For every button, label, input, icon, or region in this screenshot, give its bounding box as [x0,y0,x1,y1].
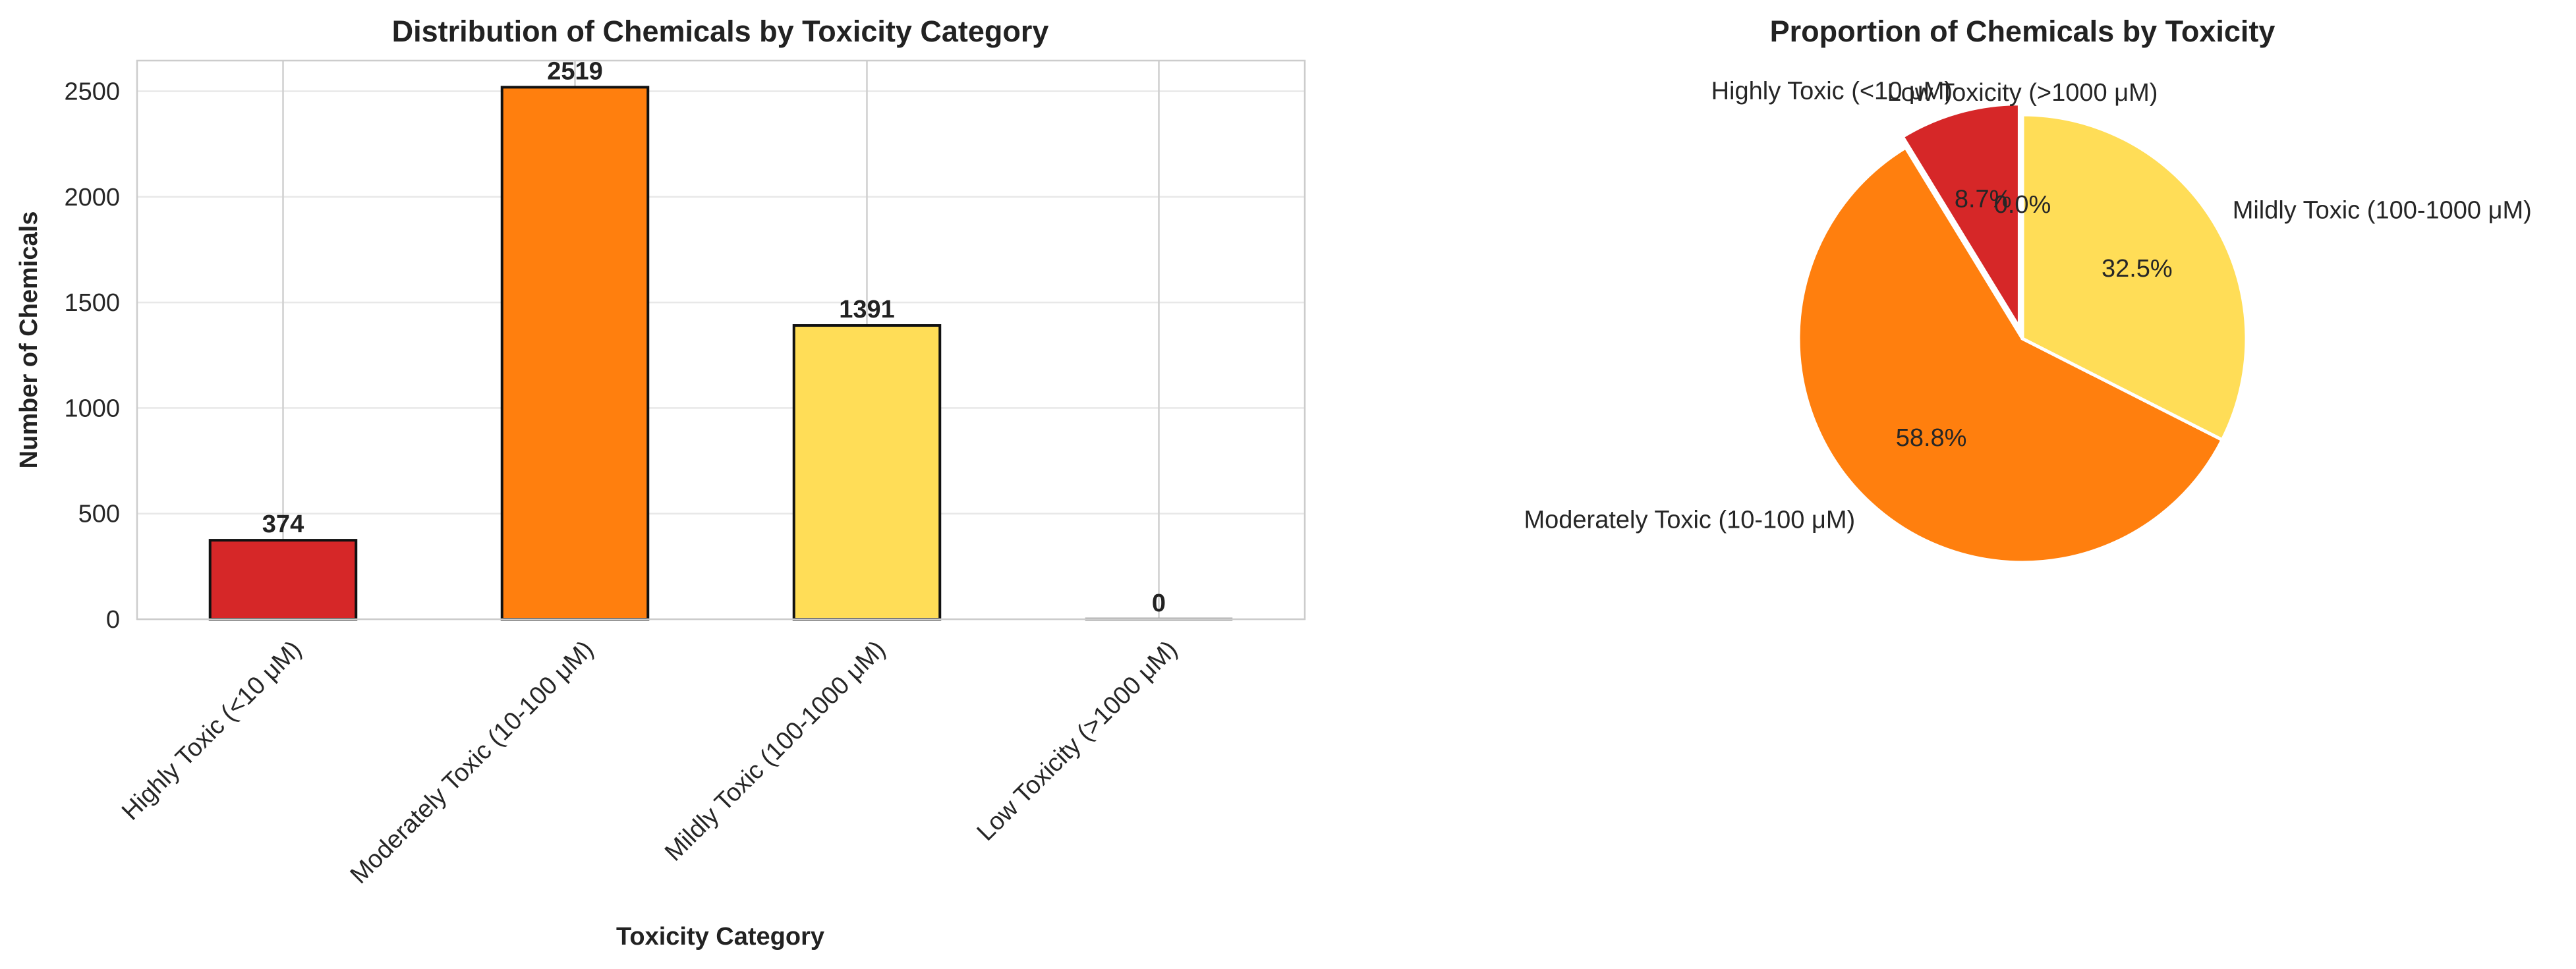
y-tick-label: 2000 [64,184,120,211]
x-tick-label: Moderately Toxic (10-100 μM) [345,636,599,889]
x-axis-label: Toxicity Category [616,923,824,951]
bar-plot-frame [136,59,1306,621]
y-tick-label: 2500 [64,78,120,105]
x-tick-label: Highly Toxic (<10 μM) [117,636,307,826]
y-axis-label: Number of Chemicals [15,211,43,469]
bar [792,324,942,621]
pie-percent-label: 0.0% [1994,191,2051,219]
pie-labels: Highly Toxic (<10 μM) Moderately Toxic (1… [1524,78,2531,534]
bar-grid [137,61,1305,621]
bar-chart: Distribution of Chemicals by Toxicity Ca… [15,14,1306,951]
bar-chart-title: Distribution of Chemicals by Toxicity Ca… [392,14,1049,48]
pie-chart: Proportion of Chemicals by Toxicity High… [1524,14,2532,565]
y-tick-label: 500 [78,501,120,528]
bar-value-label: 2519 [547,57,603,85]
bar-series [208,86,1233,621]
y-tick-label: 1500 [64,289,120,317]
bar-value-label: 1391 [839,296,895,323]
bar [500,86,650,621]
pie-slice [2020,113,2248,443]
pie-percent-labels: 8.7% 58.8% 32.5% 0.0% [1896,185,2173,452]
pie-slices [1796,102,2248,565]
pie-chart-title: Proportion of Chemicals by Toxicity [1770,14,2275,48]
pie-slice-label: Highly Toxic (<10 μM) [1711,78,1953,105]
pie-percent-label: 32.5% [2102,255,2173,283]
pie-slice [1900,102,2021,334]
y-axis-ticks: 0 500 1000 1500 2000 2500 [64,78,120,634]
pie-slice-label: Low Toxicity (>1000 μM) [1887,79,2158,107]
y-tick-label: 0 [106,606,120,634]
bar-value-label: 374 [262,511,304,538]
x-tick-label: Mildly Toxic (100-1000 μM) [660,636,891,867]
pie-percent-label: 58.8% [1896,424,1967,452]
pie-slice-label: Moderately Toxic (10-100 μM) [1524,507,1855,534]
pie-slice [1796,145,2225,565]
bar-value-labels: 374 2519 1391 0 [262,57,1166,617]
x-axis-ticks: Highly Toxic (<10 μM) Moderately Toxic (1… [117,636,1183,889]
bar-value-label: 0 [1152,590,1166,617]
pie-slice-label: Mildly Toxic (100-1000 μM) [2233,196,2532,224]
x-tick-label: Low Toxicity (>1000 μM) [972,636,1183,846]
pie-percent-label: 8.7% [1955,185,2012,213]
y-tick-label: 1000 [64,395,120,422]
bar [208,539,358,621]
